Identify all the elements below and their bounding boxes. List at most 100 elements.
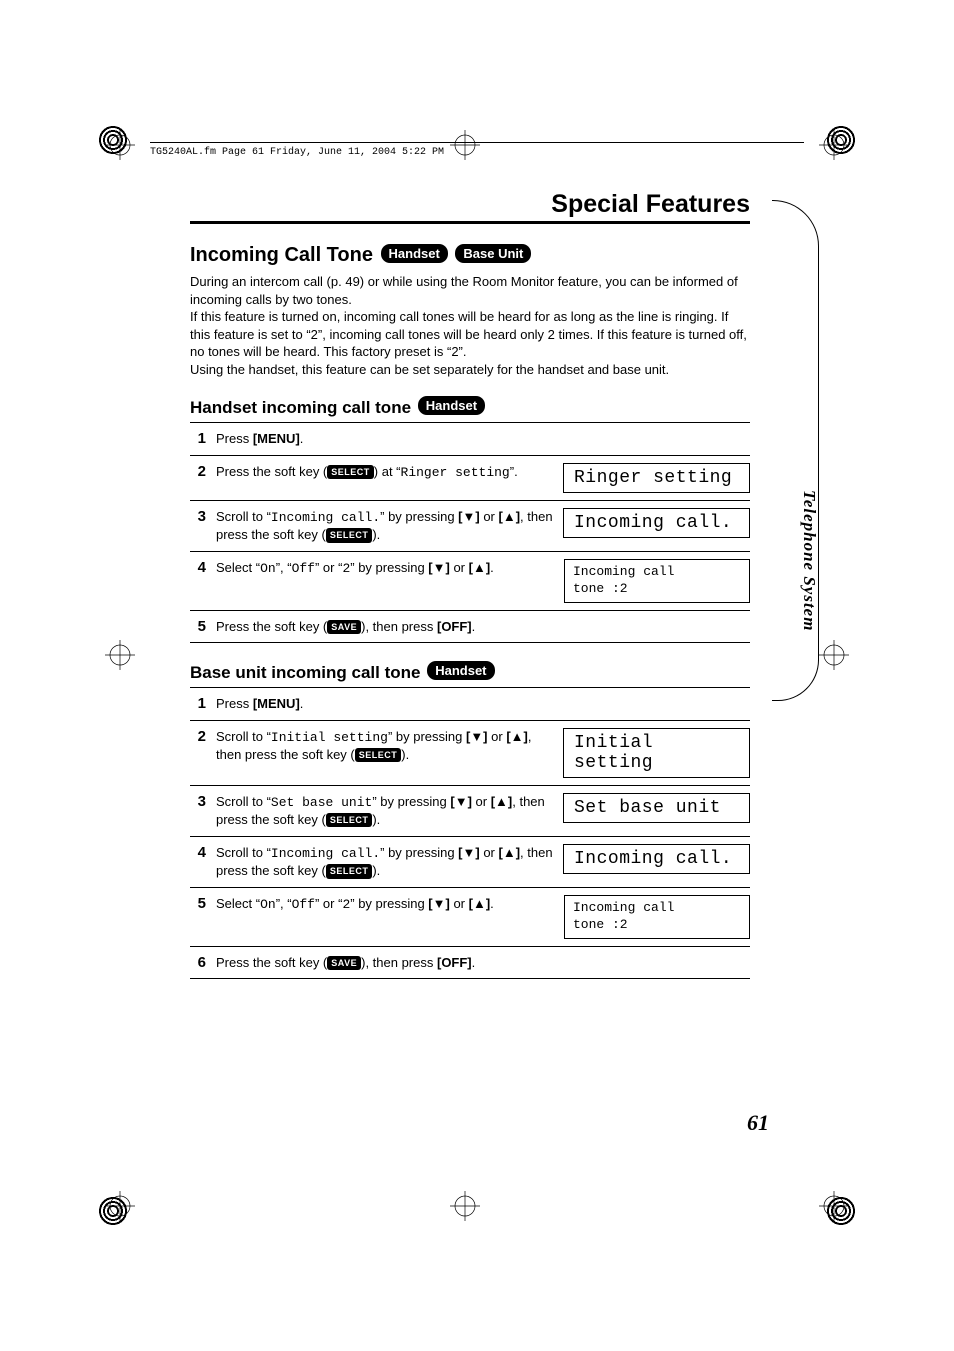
- step-number: 3: [190, 508, 206, 525]
- up-key: [▲]: [469, 560, 491, 575]
- text: ).: [372, 527, 380, 542]
- text: ).: [372, 812, 380, 827]
- text: ” by pressing: [380, 845, 458, 860]
- down-key: [▼]: [428, 560, 450, 575]
- step-text: Scroll to “Incoming call.” by pressing […: [216, 844, 553, 880]
- mono-text: Off: [292, 897, 315, 912]
- text: ).: [372, 863, 380, 878]
- mono-text: On: [260, 897, 276, 912]
- crop-cross-r: [819, 640, 849, 670]
- text: Press the soft key (: [216, 464, 327, 479]
- mono-text: Initial setting: [271, 730, 388, 745]
- text: Press the soft key (: [216, 955, 327, 970]
- crop-cross-b: [450, 1191, 480, 1221]
- handset-subtitle: Handset incoming call tone Handset: [190, 396, 750, 423]
- step-number: 6: [190, 954, 206, 971]
- lcd-line: tone :2: [573, 917, 741, 934]
- text: ) at “: [374, 464, 401, 479]
- handset-subtitle-text: Handset incoming call tone: [190, 398, 411, 417]
- text: Scroll to “: [216, 794, 271, 809]
- mono-text: On: [260, 561, 276, 576]
- lcd-display: Incoming call tone :2: [564, 895, 750, 939]
- select-key-icon: SELECT: [326, 813, 373, 827]
- select-key-icon: SELECT: [326, 864, 373, 878]
- save-key-icon: SAVE: [327, 620, 361, 634]
- text: or: [450, 896, 469, 911]
- text: ” or “: [315, 896, 342, 911]
- step-number: 2: [190, 728, 206, 745]
- text: Scroll to “: [216, 729, 271, 744]
- down-key: [▼]: [450, 794, 472, 809]
- lcd-display: Incoming call tone :2: [564, 559, 750, 603]
- menu-key: [MENU]: [253, 431, 300, 446]
- step-text: Press the soft key (SAVE), then press [O…: [216, 618, 750, 636]
- hs-step-1: 1 Press [MENU].: [190, 423, 750, 456]
- select-key-icon: SELECT: [355, 748, 402, 762]
- step-text: Scroll to “Incoming call.” by pressing […: [216, 508, 553, 544]
- step-number: 5: [190, 895, 206, 912]
- text: ”, “: [276, 560, 292, 575]
- save-key-icon: SAVE: [327, 956, 361, 970]
- feature-title-text: Incoming Call Tone: [190, 244, 373, 266]
- text: .: [472, 955, 476, 970]
- step-text: Press [MENU].: [216, 695, 750, 713]
- pill-handset-3: Handset: [427, 661, 494, 680]
- bs-step-6: 6 Press the soft key (SAVE), then press …: [190, 947, 750, 980]
- text: or: [472, 794, 491, 809]
- off-key: [OFF]: [437, 619, 472, 634]
- page-number: 61: [747, 1110, 769, 1136]
- up-key: [▲]: [469, 896, 491, 911]
- menu-key: [MENU]: [253, 696, 300, 711]
- crop-cross-l: [105, 640, 135, 670]
- up-key: [▲]: [499, 845, 521, 860]
- step-number: 5: [190, 618, 206, 635]
- step-text: Scroll to “Set base unit” by pressing [▼…: [216, 793, 553, 829]
- pill-baseunit: Base Unit: [455, 244, 531, 263]
- step-text: Press the soft key (SELECT) at “Ringer s…: [216, 463, 553, 482]
- step-number: 1: [190, 430, 206, 447]
- step-number: 3: [190, 793, 206, 810]
- bs-step-3: 3 Scroll to “Set base unit” by pressing …: [190, 786, 750, 837]
- lcd-line: tone :2: [573, 581, 741, 598]
- text: Scroll to “: [216, 845, 271, 860]
- bs-step-1: 1 Press [MENU].: [190, 688, 750, 721]
- hs-step-2: 2 Press the soft key (SELECT) at “Ringer…: [190, 456, 750, 501]
- lcd-display: Incoming call.: [563, 844, 750, 874]
- text: ”.: [510, 464, 518, 479]
- step-text: Press the soft key (SAVE), then press [O…: [216, 954, 750, 972]
- doc-header: TG5240AL.fm Page 61 Friday, June 11, 200…: [150, 142, 804, 158]
- text: or: [480, 845, 499, 860]
- up-key: [▲]: [506, 729, 528, 744]
- text: .: [490, 896, 494, 911]
- hs-step-4: 4 Select “On”, “Off” or “2” by pressing …: [190, 552, 750, 611]
- crop-cross-tl: [105, 130, 135, 160]
- step-text: Scroll to “Initial setting” by pressing …: [216, 728, 553, 764]
- pill-handset-2: Handset: [418, 396, 485, 415]
- lcd-line: Incoming call: [573, 564, 741, 581]
- down-key: [▼]: [458, 509, 480, 524]
- mono-text: Ringer setting: [401, 465, 510, 480]
- text: ).: [401, 747, 409, 762]
- text: ” by pressing: [380, 509, 458, 524]
- lcd-display: Initial setting: [563, 728, 750, 778]
- feature-intro: During an intercom call (p. 49) or while…: [190, 273, 750, 378]
- select-key-icon: SELECT: [327, 465, 374, 479]
- lcd-display: Incoming call.: [563, 508, 750, 538]
- mono-text: Incoming call.: [271, 846, 380, 861]
- hs-step-5: 5 Press the soft key (SAVE), then press …: [190, 611, 750, 644]
- select-key-icon: SELECT: [326, 528, 373, 542]
- text: Press: [216, 431, 253, 446]
- text: Select “: [216, 560, 260, 575]
- up-key: [▲]: [491, 794, 513, 809]
- lcd-display: Ringer setting: [563, 463, 750, 493]
- bs-step-5: 5 Select “On”, “Off” or “2” by pressing …: [190, 888, 750, 947]
- text: ” by pressing: [350, 896, 428, 911]
- text: Press: [216, 696, 253, 711]
- bs-step-4: 4 Scroll to “Incoming call.” by pressing…: [190, 837, 750, 888]
- step-text: Select “On”, “Off” or “2” by pressing [▼…: [216, 895, 554, 914]
- text: ” by pressing: [372, 794, 450, 809]
- base-subtitle-text: Base unit incoming call tone: [190, 663, 420, 682]
- side-tab-label: Telephone System: [799, 490, 819, 631]
- text: .: [472, 619, 476, 634]
- text: ”, “: [276, 896, 292, 911]
